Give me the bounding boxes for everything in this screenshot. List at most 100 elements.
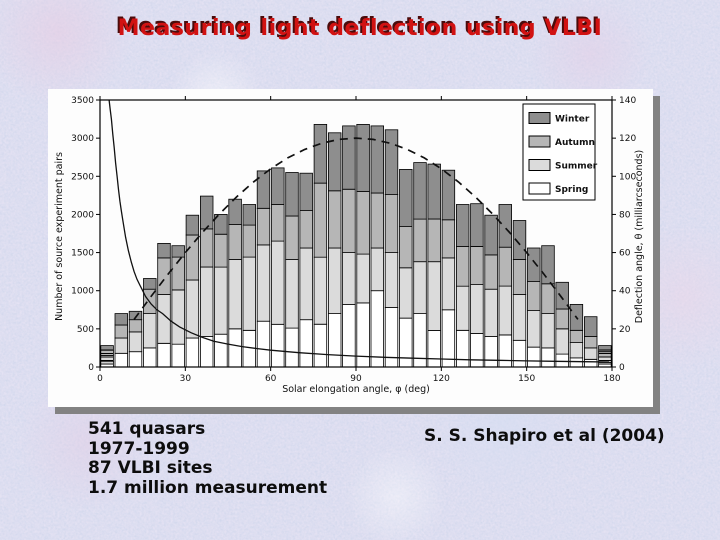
legend: Winter Autumn Summer Spring xyxy=(522,103,598,201)
bar-segment-autumn xyxy=(484,254,498,290)
bar-segment-autumn xyxy=(470,246,484,285)
bar-segment-autumn xyxy=(285,215,299,260)
bar-segment-winter xyxy=(313,124,328,184)
fact-quasars: 541 quasars xyxy=(88,419,206,439)
bar-segment-summer xyxy=(356,253,370,304)
bar-segment-autumn xyxy=(455,246,470,287)
fact-measurements: 1.7 million measurement xyxy=(88,477,328,498)
y-left-tick-label: 2500 xyxy=(71,172,94,182)
x-tick-label: 0 xyxy=(97,374,103,384)
bar-segment-spring xyxy=(199,336,214,368)
legend-label-winter: Winter xyxy=(555,115,590,125)
y-left-tick-label: 3000 xyxy=(71,134,94,144)
attribution: S. S. Shapiro et al (2004) xyxy=(424,426,665,446)
bar-segment-summer xyxy=(313,256,328,325)
bar-segment-winter xyxy=(598,345,612,353)
bar-segment-autumn xyxy=(427,218,441,263)
bar-segment-autumn xyxy=(555,308,569,330)
bar-segment-winter xyxy=(356,124,370,192)
bar-segment-autumn xyxy=(384,194,399,253)
bar-segment-winter xyxy=(342,125,356,190)
bar-segment-spring xyxy=(228,328,242,368)
bar-segment-winter xyxy=(455,204,470,247)
bar-segment-winter xyxy=(299,172,313,211)
bar-segment-summer xyxy=(512,294,527,341)
y-right-tick-label: 140 xyxy=(619,96,636,106)
bar-segment-winter xyxy=(484,214,498,256)
bar-segment-autumn xyxy=(598,351,612,358)
y-right-tick-label: 40 xyxy=(619,287,631,297)
bar-segment-winter xyxy=(555,281,569,310)
bar-segment-summer xyxy=(569,342,584,359)
bar-segment-spring xyxy=(598,361,612,368)
deflection-angle-solid-curve xyxy=(108,99,610,363)
bar-segment-spring xyxy=(299,319,313,368)
bar-segment-autumn xyxy=(199,228,214,268)
bar-segment-autumn xyxy=(256,207,271,246)
bar-segment-autumn xyxy=(228,223,242,260)
bar-segment-spring xyxy=(584,358,598,368)
bar-segment-summer xyxy=(413,261,427,314)
x-axis-label: Solar elongation angle, φ (deg) xyxy=(282,384,430,395)
bar-segment-autumn xyxy=(128,319,143,333)
bar-segment-winter xyxy=(157,242,171,259)
bar-segment-autumn xyxy=(527,281,541,312)
bar-segment-autumn xyxy=(271,204,285,242)
bar-segment-autumn xyxy=(541,283,555,315)
expected-distribution-dashed-curve xyxy=(133,137,579,320)
bar-segment-summer xyxy=(242,256,257,331)
y-right-tick-label: 100 xyxy=(619,172,636,182)
bar-segment-winter xyxy=(427,163,441,220)
bar-segment-summer xyxy=(256,244,271,322)
bar-segment-spring xyxy=(541,347,555,368)
bar-segment-summer xyxy=(299,247,313,321)
bar-segment-autumn xyxy=(299,210,313,249)
legend-label-autumn: Autumn xyxy=(555,138,595,148)
bar-segment-spring xyxy=(143,347,157,368)
x-tick-label: 90 xyxy=(350,374,362,384)
bar-segment-winter xyxy=(171,245,185,258)
fact-years: 1977-1999 xyxy=(88,438,190,459)
bar-segment-spring xyxy=(157,342,171,368)
bar-segment-autumn xyxy=(512,258,527,295)
bar-segment-autumn xyxy=(498,246,513,287)
bar-segment-winter xyxy=(370,125,385,194)
bar-segment-winter xyxy=(228,198,242,225)
legend-label-summer: Summer xyxy=(555,162,598,172)
bar-segment-summer xyxy=(214,266,228,335)
bar-segment-spring xyxy=(527,346,541,368)
bar-segment-spring xyxy=(441,309,456,368)
y-left-tick-label: 3500 xyxy=(71,96,94,106)
bar-segment-spring xyxy=(285,327,299,368)
bar-segment-summer xyxy=(441,257,456,311)
bar-segment-autumn xyxy=(569,329,584,343)
bar-segment-autumn xyxy=(441,219,456,259)
bar-segment-spring xyxy=(171,343,185,368)
bar-segment-spring xyxy=(484,336,498,368)
bar-segment-winter xyxy=(541,245,555,285)
bar-segment-summer xyxy=(271,240,285,325)
bar-segment-winter xyxy=(214,214,228,235)
bar-segment-autumn xyxy=(242,224,257,258)
bar-segment-winter xyxy=(584,316,598,337)
bar-segment-spring xyxy=(128,351,143,368)
bar-segment-summer xyxy=(171,289,185,345)
bar-segment-spring xyxy=(327,313,342,368)
bar-segment-spring xyxy=(185,337,200,368)
y-right-tick-label: 20 xyxy=(619,325,631,335)
bar-segment-summer xyxy=(484,288,498,337)
y-left-tick-label: 1500 xyxy=(71,249,94,259)
legend-swatch-summer xyxy=(528,159,551,171)
bar-segment-winter xyxy=(285,172,299,217)
bar-segment-winter xyxy=(512,220,527,260)
y-right-tick-label: 60 xyxy=(619,249,631,259)
legend-swatch-autumn xyxy=(528,135,551,148)
bar-segment-summer xyxy=(199,266,214,337)
bar-segment-spring xyxy=(114,352,129,368)
bar-segment-spring xyxy=(427,329,441,368)
bar-segment-spring xyxy=(498,334,513,368)
x-tick-label: 30 xyxy=(180,374,192,384)
bar-segment-autumn xyxy=(356,191,370,255)
bar-segment-autumn xyxy=(370,192,385,249)
